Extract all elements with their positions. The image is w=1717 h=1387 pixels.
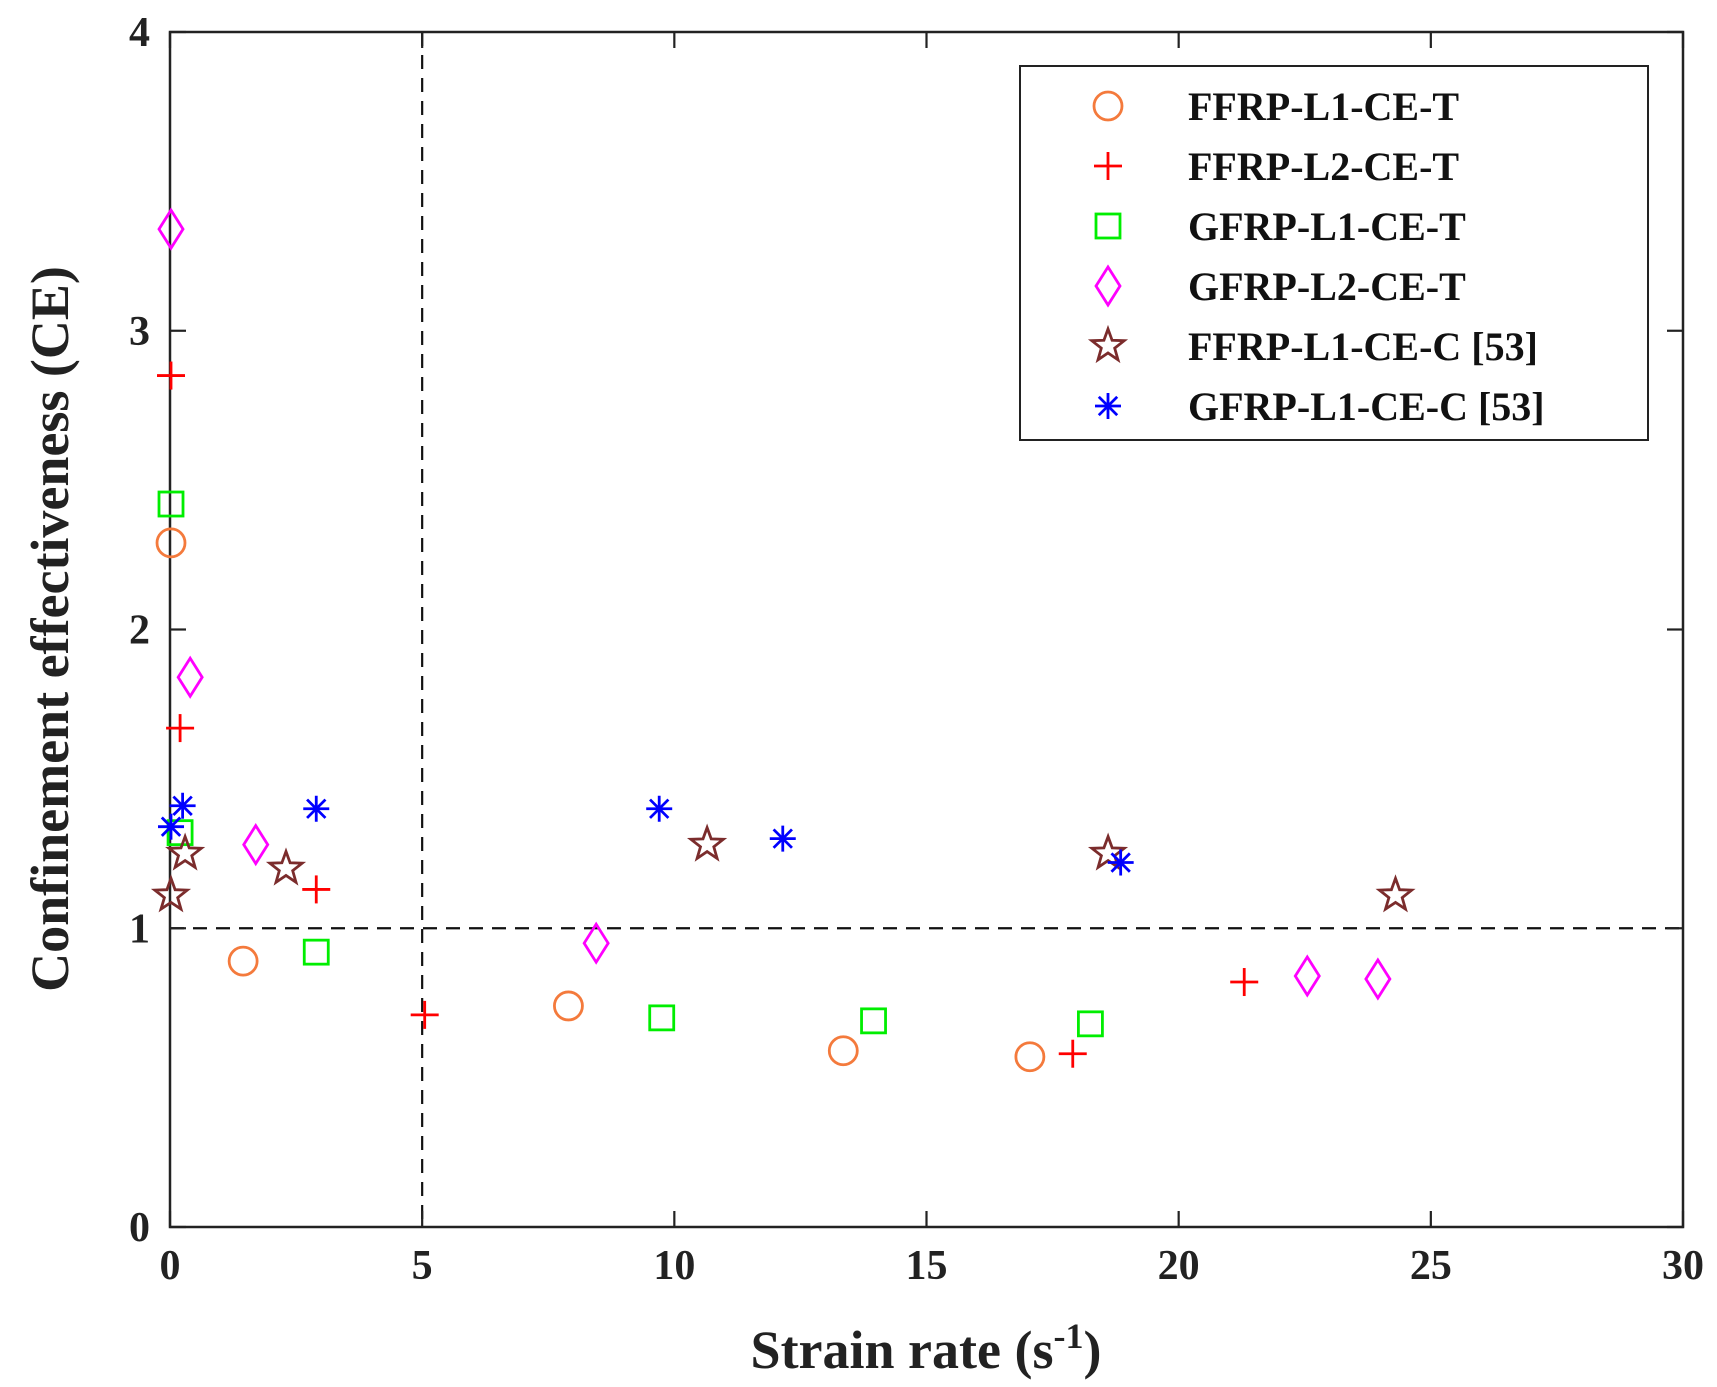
legend-label: GFRP-L1-CE-C [53] <box>1188 384 1545 429</box>
x-axis-title: Strain rate (s-1) <box>751 1316 1102 1380</box>
data-point <box>1364 957 1392 1001</box>
data-point <box>157 361 186 390</box>
legend-entry: GFRP-L1-CE-C [53] <box>1095 384 1545 429</box>
legend-marker <box>1087 324 1129 364</box>
legend-entry: GFRP-L1-CE-T <box>1094 204 1466 249</box>
legend-marker <box>1094 264 1122 308</box>
legend-label: GFRP-L1-CE-T <box>1188 204 1466 249</box>
series-3 <box>157 490 1104 1038</box>
x-tick-label: 25 <box>1410 1243 1452 1289</box>
legend-entry: FFRP-L1-CE-T <box>1092 84 1459 129</box>
series-1 <box>155 527 1046 1073</box>
data-point <box>227 945 259 977</box>
y-axis-title: Confinement effectiveness (CE) <box>20 266 80 992</box>
data-point <box>155 527 187 559</box>
legend-entry: FFRP-L2-CE-T <box>1094 144 1459 189</box>
data-point <box>553 990 584 1022</box>
legend-label: GFRP-L2-CE-T <box>1188 264 1466 309</box>
data-point <box>646 795 673 822</box>
x-tick-label: 15 <box>906 1243 948 1289</box>
data-point <box>410 1000 439 1029</box>
legend-entry: GFRP-L2-CE-T <box>1094 264 1466 309</box>
legend-entry: FFRP-L1-CE-C [53] <box>1087 324 1538 369</box>
data-point <box>1230 968 1259 997</box>
data-point <box>242 822 270 867</box>
data-point <box>158 813 185 840</box>
data-point <box>1293 954 1321 998</box>
data-point <box>302 938 330 966</box>
data-point <box>166 714 195 743</box>
data-point <box>582 921 610 965</box>
data-point <box>1107 849 1134 876</box>
data-point <box>769 825 796 852</box>
data-point <box>1087 832 1129 871</box>
data-point <box>176 655 204 699</box>
data-point <box>686 823 728 862</box>
data-point <box>302 875 331 904</box>
legend-box <box>1019 65 1649 441</box>
data-point <box>648 1004 676 1032</box>
data-point <box>157 207 185 251</box>
x-tick-label: 30 <box>1662 1243 1704 1289</box>
legend-marker <box>1094 212 1122 240</box>
series-4 <box>157 207 1392 1001</box>
legend-marker <box>1095 393 1121 419</box>
data-point <box>1058 1039 1087 1068</box>
data-point <box>1014 1041 1046 1073</box>
data-point <box>265 847 307 886</box>
y-tick-label: 1 <box>129 906 150 952</box>
y-tick-label: 0 <box>129 1205 150 1251</box>
legend-label: FFRP-L1-CE-T <box>1188 84 1459 129</box>
axis-ticks: 0 5 10 15 20 25 30 0 1 2 3 4 <box>129 10 1704 1289</box>
data-point <box>827 1035 859 1067</box>
legend-label: FFRP-L1-CE-C [53] <box>1188 324 1538 369</box>
y-tick-label: 4 <box>129 10 150 56</box>
data-point <box>150 874 192 913</box>
data-point <box>169 792 196 819</box>
x-tick-label: 20 <box>1158 1243 1200 1289</box>
x-tick-label: 0 <box>160 1243 181 1289</box>
data-point <box>860 1007 887 1035</box>
x-tick-label: 10 <box>653 1243 695 1289</box>
legend: FFRP-L1-CE-T FFRP-L2-CE-T GFRP-L1-CE-T GFRP… <box>1019 65 1649 441</box>
data-point <box>1375 874 1416 913</box>
data-point <box>303 795 330 822</box>
legend-marker <box>1094 152 1122 180</box>
x-tick-label: 5 <box>412 1243 433 1289</box>
data-point <box>166 819 194 847</box>
series-5 <box>150 823 1416 913</box>
y-tick-label: 2 <box>129 608 150 654</box>
series-2 <box>157 361 1259 1068</box>
y-tick-label: 3 <box>129 309 150 355</box>
data-point <box>1077 1010 1104 1038</box>
legend-marker <box>1092 90 1124 122</box>
data-point <box>165 832 206 871</box>
data-markers <box>150 207 1416 1073</box>
reference-lines <box>170 32 1683 1227</box>
data-point <box>157 490 185 518</box>
legend-label: FFRP-L2-CE-T <box>1188 144 1459 189</box>
series-6 <box>158 792 1134 876</box>
